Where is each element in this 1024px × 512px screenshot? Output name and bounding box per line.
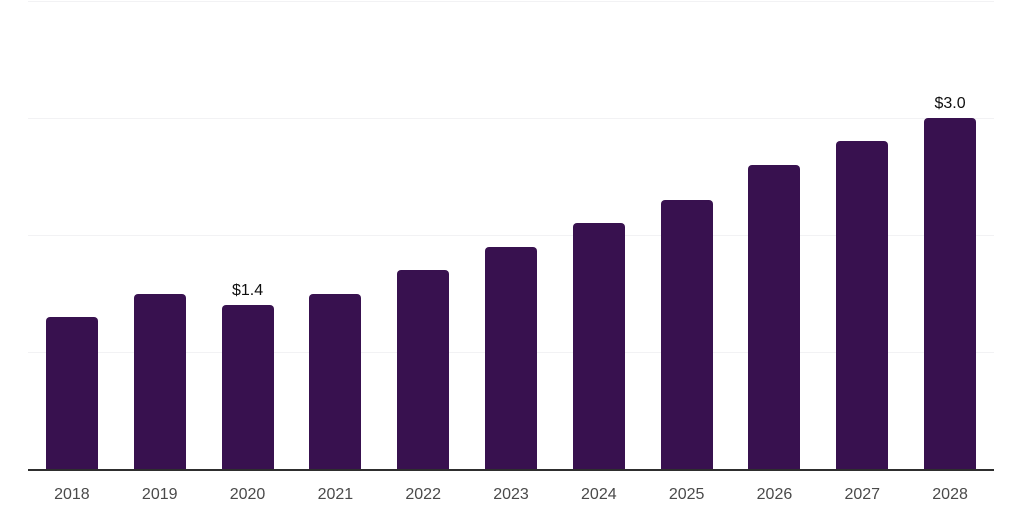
- x-tick-label-2021: 2021: [317, 486, 354, 503]
- bar-2020: [221, 305, 274, 469]
- x-axis-line: [28, 469, 994, 471]
- bar-2023: [485, 246, 537, 469]
- gridline: [28, 235, 994, 236]
- bar-2026: [748, 164, 801, 469]
- bar-2019: [133, 293, 186, 469]
- x-tick-label-2023: 2023: [493, 486, 529, 503]
- x-tick-label-2027: 2027: [844, 486, 881, 503]
- bar-2027: [836, 141, 889, 469]
- x-tick-label-2020: 2020: [229, 486, 266, 503]
- x-tick-label-2024: 2024: [581, 486, 617, 503]
- gridline: [28, 1, 994, 2]
- bar-2028: [924, 118, 977, 469]
- data-label-2020: $1.4: [231, 282, 264, 300]
- bar-2021: [309, 293, 362, 469]
- bar-2018: [45, 316, 98, 469]
- x-tick-label-2025: 2025: [668, 486, 705, 503]
- bar-2024: [572, 223, 625, 469]
- x-tick-label-2018: 2018: [54, 486, 90, 503]
- x-tick-label-2022: 2022: [405, 486, 441, 503]
- x-tick-label-2026: 2026: [756, 486, 793, 503]
- x-tick-label-2019: 2019: [141, 486, 178, 503]
- gridline: [28, 118, 994, 119]
- x-tick-label-2028: 2028: [932, 486, 968, 503]
- bar-2025: [660, 199, 713, 469]
- data-label-2028: $3.0: [934, 95, 966, 112]
- bar-2022: [397, 270, 450, 469]
